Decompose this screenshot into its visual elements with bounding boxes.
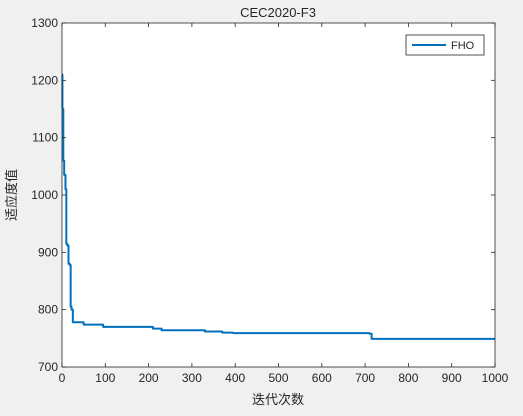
x-tick-label: 200: [139, 371, 159, 385]
y-tick-label: 700: [38, 360, 58, 374]
x-tick-label: 500: [268, 371, 288, 385]
chart-title: CEC2020-F3: [240, 5, 316, 20]
x-tick-label: 400: [225, 371, 245, 385]
legend: FHO: [405, 34, 485, 56]
x-tick-label: 0: [59, 371, 66, 385]
x-tick-label: 100: [95, 371, 115, 385]
x-tick-label: 700: [355, 371, 375, 385]
x-tick-label: 300: [182, 371, 202, 385]
y-tick-label: 800: [38, 303, 58, 317]
y-tick-label: 1200: [31, 73, 58, 87]
x-axis-label: 迭代次数: [252, 392, 304, 407]
series-layer: [61, 73, 495, 340]
x-tick-label: 1000: [482, 371, 509, 385]
y-axis-label: 适应度值: [4, 169, 19, 221]
plot-area: [62, 23, 495, 367]
tick-layer: 0 100 200 300 400 500 600 700 800 900 1000 700 800 90…: [31, 16, 508, 385]
y-tick-label: 1000: [31, 188, 58, 202]
y-tick-label: 1300: [31, 16, 58, 30]
series-line-fho: [61, 73, 495, 340]
x-tick-label: 600: [312, 371, 332, 385]
x-tick-label: 800: [398, 371, 418, 385]
legend-label-fho: FHO: [451, 40, 475, 52]
x-tick-label: 900: [442, 371, 462, 385]
y-tick-label: 1100: [32, 131, 58, 145]
y-tick-label: 900: [38, 245, 58, 259]
